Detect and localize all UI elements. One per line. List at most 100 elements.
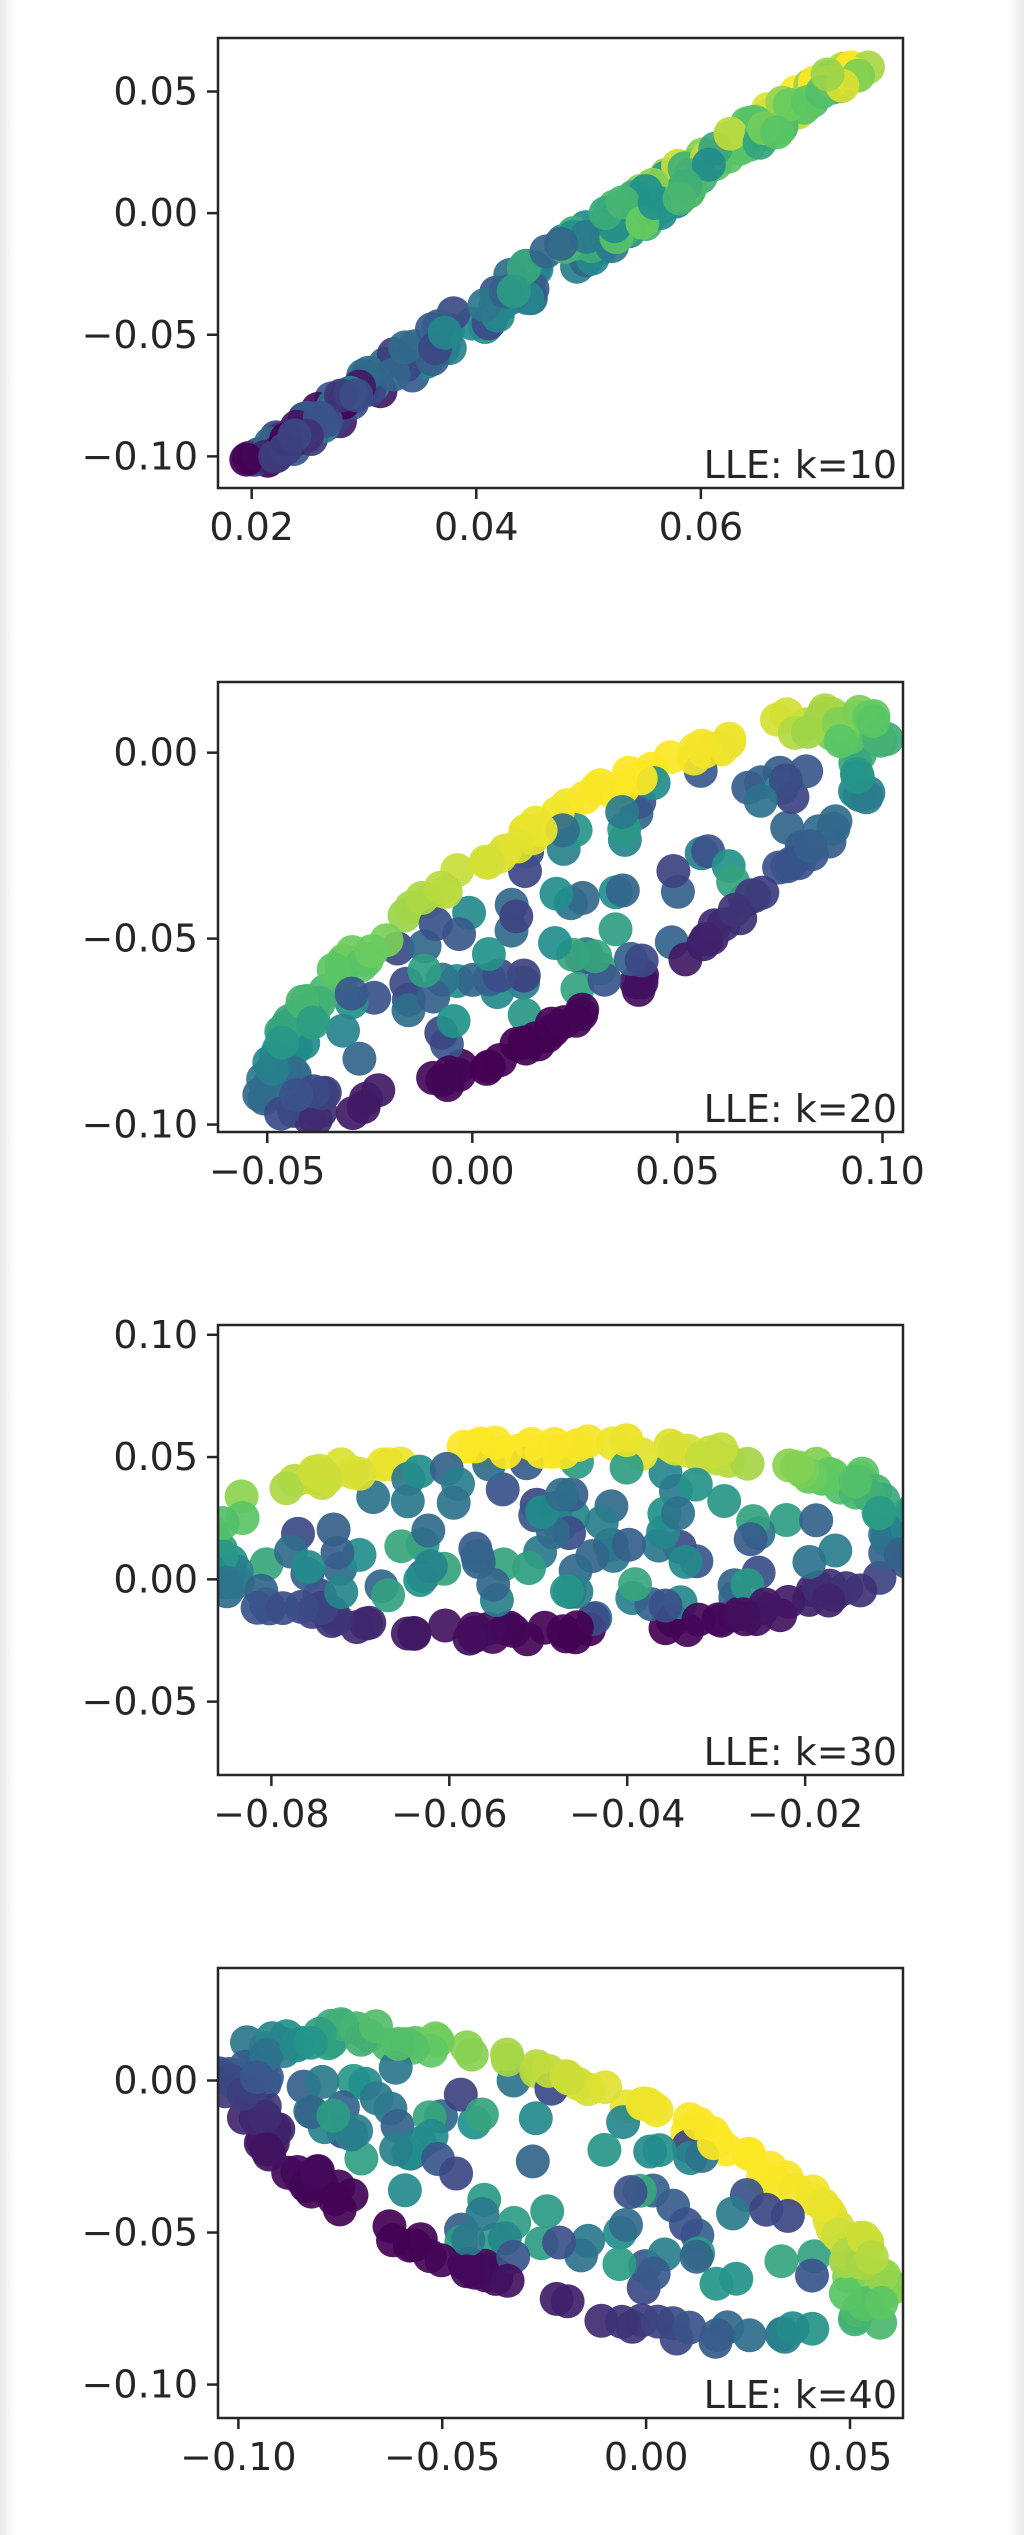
- chart-annotation: LLE: k=40: [704, 2373, 897, 2417]
- scatter-point: [346, 1090, 381, 1125]
- scatter-point: [713, 116, 748, 151]
- scatter-point: [743, 783, 778, 818]
- scatter-point: [687, 734, 722, 769]
- scatter-point: [559, 1610, 594, 1645]
- scatter-point: [584, 1505, 619, 1540]
- scatter-point: [538, 926, 572, 960]
- chart-panel-4: −0.10 −0.05 0.00 0.05 −0.10 −0.05 0.00 LLE: k=4…: [82, 1966, 905, 2479]
- scatter-point: [689, 922, 723, 957]
- scatter-point: [564, 997, 599, 1032]
- scatter-point: [291, 1550, 326, 1584]
- scatter-point: [485, 1472, 520, 1507]
- scatter-point: [904, 1510, 938, 1544]
- x-tick-label: 0.00: [430, 1149, 515, 1193]
- scatter-point: [639, 2093, 674, 2128]
- scatter-point: [668, 2207, 703, 2242]
- scatter-point: [500, 829, 535, 864]
- x-tick-label: −0.10: [180, 2435, 296, 2479]
- scatter-point: [317, 2182, 352, 2217]
- scatter-point: [545, 1477, 580, 1512]
- scatter-point: [539, 876, 574, 911]
- scatter-point: [439, 2156, 474, 2191]
- scatter-point: [828, 2276, 863, 2311]
- scatter-point: [387, 2173, 422, 2208]
- scatter-point: [518, 2101, 553, 2136]
- scatter-point: [605, 795, 640, 829]
- scatter-point: [662, 181, 697, 216]
- scatter-point: [324, 1575, 359, 1610]
- scatter-point: [342, 1041, 377, 1076]
- scatter-point: [668, 1544, 703, 1579]
- scatter-point: [699, 2266, 734, 2301]
- scatter-point: [672, 2310, 707, 2345]
- x-tick-label: 0.05: [635, 1149, 720, 1193]
- scatter-point: [218, 1565, 244, 1600]
- axes-frame: [216, 36, 905, 490]
- scatter-point: [425, 1063, 460, 1098]
- scatter-point: [515, 2144, 550, 2179]
- scatter-point: [471, 1049, 506, 1084]
- scatter-point: [387, 330, 422, 365]
- scatter-point: [506, 958, 541, 993]
- y-tick-label: 0.00: [113, 191, 198, 235]
- scatter-point: [883, 1537, 903, 1572]
- y-tick-label: −0.10: [82, 2363, 198, 2407]
- scatter-point: [862, 1495, 897, 1530]
- scatter-point: [450, 2254, 485, 2289]
- scatter-point: [454, 2037, 489, 2072]
- y-tick-label: 0.00: [113, 1557, 198, 1601]
- scatter-point: [648, 1588, 683, 1623]
- scatter-point: [681, 1602, 716, 1637]
- scatter-point: [716, 2196, 750, 2231]
- scatter-point: [436, 1004, 471, 1038]
- scatter-point: [381, 2026, 416, 2061]
- scatter-point: [823, 724, 858, 759]
- scatter-point: [806, 2187, 841, 2222]
- y-tick-label: 0.10: [113, 1313, 198, 1357]
- scatter-point: [613, 2175, 648, 2209]
- scatter-point: [265, 1025, 300, 1060]
- scatter-point: [818, 1533, 853, 1568]
- scatter-point: [514, 1426, 549, 1461]
- scatter-point: [609, 1423, 644, 1458]
- scatter-point: [633, 2134, 668, 2169]
- scatter-point: [775, 2311, 810, 2346]
- scatter-point: [550, 2284, 585, 2319]
- chart-panel-1: 0.02 0.04 0.06 −0.10 −0.05 0.00 0.05 LLE: k=10: [82, 36, 905, 549]
- scatter-point: [352, 1605, 387, 1640]
- scatter-point: [587, 2132, 622, 2167]
- x-tick-label: 0.00: [604, 2435, 689, 2479]
- scatter-point: [255, 1051, 290, 1086]
- scatter-point: [334, 976, 369, 1011]
- y-tick-label: −0.05: [82, 313, 198, 357]
- scatter-point: [790, 714, 825, 749]
- scatter-point: [658, 1431, 693, 1466]
- scatter-points: [242, 693, 903, 1132]
- scatter-point: [240, 1590, 275, 1625]
- scatter-points: [229, 50, 885, 478]
- scatter-point: [609, 2207, 643, 2242]
- scatter-point: [550, 1574, 584, 1609]
- y-tick-label: −0.10: [82, 1103, 198, 1147]
- scatter-point: [792, 1545, 827, 1579]
- scatter-point: [297, 1454, 332, 1489]
- scatter-point: [611, 1527, 646, 1562]
- scatter-point: [896, 1496, 903, 1524]
- scatter-point: [510, 1622, 545, 1657]
- scatter-point: [726, 1597, 761, 1632]
- scatter-point: [579, 771, 614, 806]
- scatter-point: [165, 1522, 199, 1556]
- scatter-point: [602, 2247, 637, 2282]
- scatter-point: [810, 57, 845, 92]
- scatter-point: [578, 939, 613, 974]
- scatter-point: [269, 1471, 304, 1506]
- scatter-point: [799, 1503, 834, 1538]
- scatter-point: [661, 1496, 696, 1531]
- scatter-point: [704, 1432, 739, 1467]
- scatter-point: [543, 226, 578, 261]
- scatter-point: [265, 1591, 300, 1626]
- x-tick-label: 0.06: [659, 505, 744, 549]
- scatter-point: [451, 2222, 486, 2257]
- scatter-point: [239, 2060, 274, 2095]
- chart-annotation: LLE: k=20: [704, 1087, 897, 1131]
